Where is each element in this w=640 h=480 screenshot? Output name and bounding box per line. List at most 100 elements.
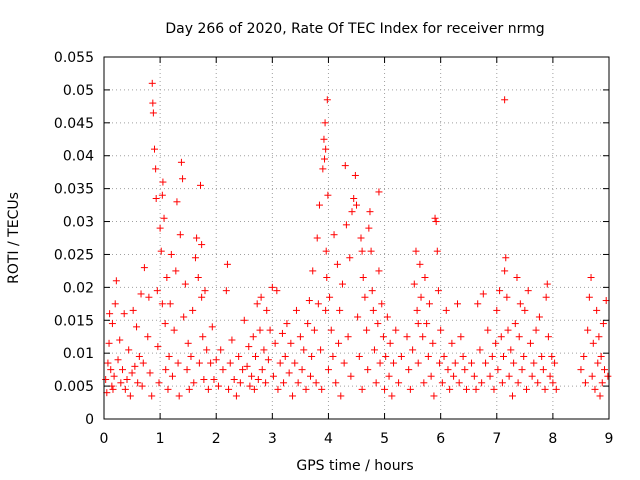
data-point [201, 287, 209, 295]
data-point [364, 366, 372, 374]
data-point [601, 366, 609, 374]
data-point [501, 267, 509, 275]
data-point [599, 320, 607, 328]
data-point [335, 339, 343, 347]
data-point [355, 352, 363, 360]
data-point [507, 346, 515, 354]
data-point [266, 326, 274, 334]
data-point [351, 171, 359, 179]
data-point [212, 356, 220, 364]
data-point [319, 165, 327, 173]
data-point [539, 366, 547, 374]
data-point [278, 329, 286, 337]
x-tick-labels: 0 1 2 3 4 5 6 7 8 9 [100, 431, 614, 447]
data-point [416, 260, 424, 268]
data-point [414, 320, 422, 328]
data-point [511, 320, 519, 328]
data-point [170, 326, 178, 334]
data-point [232, 392, 240, 400]
data-point [406, 385, 414, 393]
data-point [292, 306, 300, 314]
data-point [421, 273, 429, 281]
data-point [185, 385, 193, 393]
data-point [361, 293, 369, 301]
data-point [324, 191, 332, 199]
data-point [434, 287, 442, 295]
data-point [317, 346, 325, 354]
data-point [347, 372, 355, 380]
x-tick-label: 4 [324, 431, 333, 447]
data-point [341, 162, 349, 170]
data-point [359, 273, 367, 281]
data-point [350, 195, 358, 203]
data-point [336, 306, 344, 314]
data-point [159, 178, 167, 186]
data-point [128, 369, 136, 377]
data-point [468, 359, 476, 367]
data-point [490, 385, 498, 393]
data-point [165, 352, 173, 360]
data-point [372, 379, 380, 387]
data-point [431, 214, 439, 222]
data-point [472, 385, 480, 393]
data-point [446, 385, 454, 393]
data-point [462, 385, 470, 393]
data-point [338, 280, 346, 288]
data-point [375, 188, 383, 196]
data-point [423, 320, 431, 328]
data-point [348, 208, 356, 216]
data-point [585, 293, 593, 301]
data-point [154, 343, 162, 351]
data-point [310, 326, 318, 334]
data-point [210, 376, 218, 384]
data-point [332, 379, 340, 387]
data-point [581, 379, 589, 387]
data-point [285, 369, 293, 377]
data-point [358, 385, 366, 393]
data-point [139, 359, 147, 367]
data-point [214, 382, 222, 390]
data-point [502, 254, 510, 262]
data-point [353, 201, 360, 209]
data-point [369, 306, 377, 314]
data-point [173, 198, 181, 206]
data-point [541, 385, 549, 393]
data-point [177, 158, 185, 166]
data-point [149, 99, 157, 107]
data-point [125, 346, 133, 354]
x-tick-label: 0 [100, 431, 109, 447]
data-point [146, 369, 154, 377]
data-point [552, 385, 560, 393]
data-point [501, 96, 509, 104]
data-point [544, 333, 552, 341]
data-point [194, 273, 202, 281]
data-point [451, 359, 459, 367]
data-point [482, 359, 490, 367]
data-point [587, 273, 595, 281]
data-point [417, 293, 425, 301]
data-point [532, 326, 540, 334]
data-point [370, 346, 378, 354]
data-point [440, 352, 448, 360]
data-point [313, 234, 321, 242]
data-point [296, 333, 304, 341]
data-point [306, 372, 314, 380]
data-point [204, 385, 212, 393]
y-tick-label: 0.035 [54, 182, 94, 198]
data-point [258, 366, 266, 374]
data-point [459, 352, 467, 360]
data-point [395, 379, 403, 387]
data-point [117, 379, 125, 387]
data-point [148, 79, 156, 87]
data-point [107, 366, 115, 374]
data-point [300, 346, 308, 354]
data-point [137, 290, 145, 298]
data-point [149, 109, 157, 117]
data-point [318, 385, 326, 393]
y-tick-label: 0.045 [54, 116, 94, 132]
data-point [102, 376, 110, 384]
data-point [497, 333, 505, 341]
data-point [308, 352, 316, 360]
data-point [264, 356, 272, 364]
data-point [228, 336, 236, 344]
